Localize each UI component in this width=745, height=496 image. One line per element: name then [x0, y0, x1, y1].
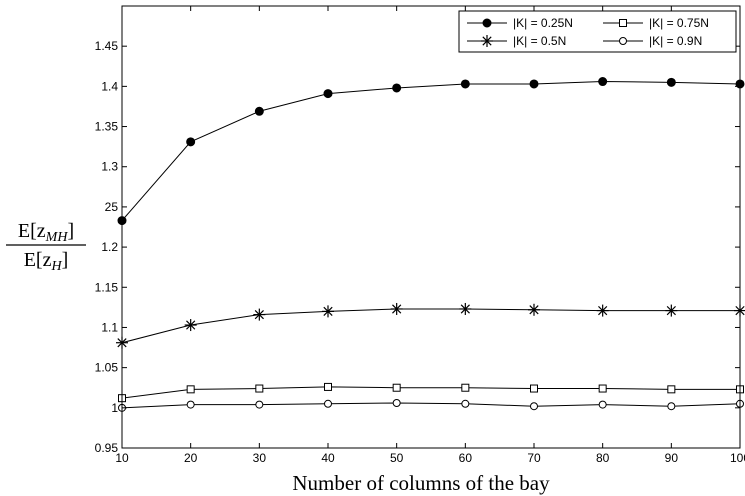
- data-point: [322, 305, 334, 318]
- x-tick-label: 50: [390, 451, 404, 465]
- data-point: [186, 137, 196, 147]
- data-point: [390, 302, 403, 315]
- legend-entry: |K| = 0.75N: [603, 16, 709, 30]
- data-point: [459, 302, 472, 315]
- data-point: [667, 385, 676, 394]
- data-point: [255, 384, 264, 393]
- legend: |K| = 0.25N |K| = 0.5N |K| = 0.75N |K| = 0.…: [458, 10, 737, 53]
- series-line: [121, 308, 740, 344]
- data-point: [392, 398, 401, 407]
- legend-marker: [482, 18, 492, 28]
- data-point: [596, 304, 609, 317]
- data-point: [665, 304, 678, 317]
- series-line: [121, 402, 741, 409]
- y-tick-label: 1.2: [101, 240, 118, 254]
- legend-label: |K| = 0.5N: [513, 34, 566, 48]
- y-axis-label-numerator: E[zMH]: [18, 220, 74, 245]
- data-point: [323, 89, 333, 99]
- y-axis-label-denominator: E[zH]: [24, 249, 69, 274]
- plot-area: [116, 77, 745, 412]
- x-tick-label: 80: [596, 451, 610, 465]
- data-point: [253, 308, 266, 321]
- legend-entry: |K| = 0.25N: [467, 16, 573, 30]
- x-tick-label: 60: [459, 451, 473, 465]
- x-tick-label: 30: [253, 451, 267, 465]
- data-point: [530, 402, 538, 411]
- y-tick-label: 1.1: [101, 320, 118, 334]
- y-tick-label: 1.05: [95, 361, 119, 375]
- x-tick-label: 10: [115, 451, 129, 465]
- legend-label: |K| = 0.9N: [649, 34, 702, 48]
- data-point: [598, 384, 607, 393]
- data-point: [461, 399, 470, 408]
- data-point: [392, 83, 402, 93]
- legend-label: |K| = 0.25N: [513, 16, 573, 30]
- data-point: [666, 77, 676, 87]
- legend-box: [458, 10, 737, 53]
- data-point: [667, 402, 676, 411]
- y-axis-label: E[zMH] E[zH]: [6, 220, 86, 274]
- data-point: [254, 106, 264, 116]
- data-point: [529, 79, 539, 89]
- axes: 10 20 30 40 50 60 70 80 90 100 0.95 1 1.05 1.1 1.15 1.2…: [95, 5, 745, 465]
- y-tick-label: 1: [111, 401, 118, 415]
- data-point: [461, 383, 470, 392]
- data-point: [324, 382, 332, 391]
- x-tick-label: 70: [527, 451, 541, 465]
- data-point: [324, 399, 332, 408]
- data-point: [186, 400, 195, 409]
- y-tick-label: 0.95: [95, 441, 119, 455]
- y-tick-label: 1.15: [95, 280, 119, 294]
- x-tick-label: 90: [665, 451, 679, 465]
- data-point: [392, 383, 401, 392]
- data-point: [460, 79, 470, 89]
- x-tick-label: 40: [321, 451, 335, 465]
- x-tick-label: 20: [184, 451, 198, 465]
- data-point: [598, 77, 608, 87]
- legend-entry: |K| = 0.5N: [467, 34, 566, 48]
- y-tick-label: 1.4: [101, 79, 118, 93]
- y-tick-label: 25: [105, 200, 119, 214]
- legend-marker: [481, 35, 493, 47]
- data-point: [598, 400, 607, 409]
- x-axis-label: Number of columns of the bay: [292, 471, 550, 495]
- y-tick-label: 1.3: [101, 160, 118, 174]
- series-line: [121, 386, 740, 399]
- data-point: [186, 385, 195, 394]
- y-tick-label: 1.35: [95, 120, 119, 134]
- series-line: [121, 81, 741, 221]
- legend-marker: [619, 19, 627, 27]
- legend-entry: |K| = 0.9N: [603, 34, 702, 48]
- plot-frame: [121, 5, 741, 449]
- y-tick-label: 1.45: [95, 39, 119, 53]
- data-point: [528, 303, 540, 316]
- data-point: [530, 384, 538, 393]
- data-point: [255, 400, 264, 409]
- legend-marker: [619, 37, 627, 45]
- data-point: [184, 319, 197, 332]
- legend-label: |K| = 0.75N: [649, 16, 709, 30]
- x-tick-label: 100: [730, 451, 745, 465]
